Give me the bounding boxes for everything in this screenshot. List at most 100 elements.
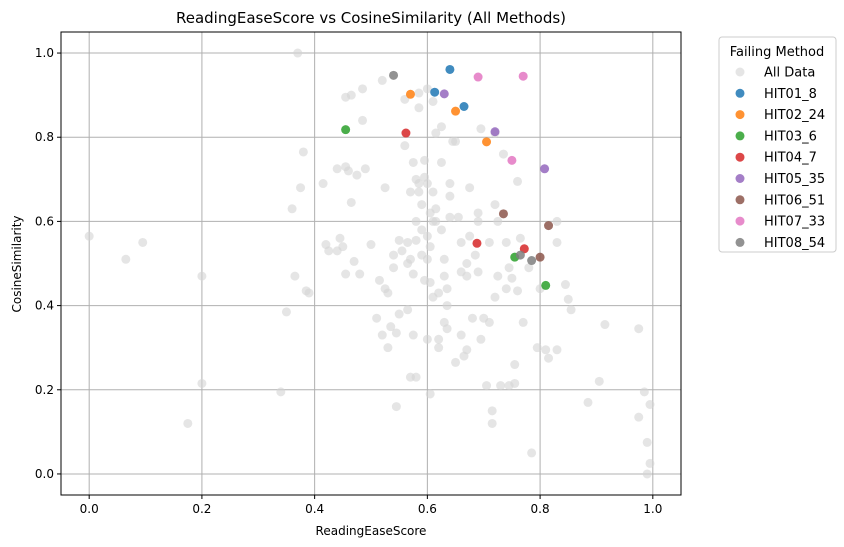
data-point-hit08-54	[515, 250, 525, 260]
data-point-hit08-54	[389, 70, 399, 80]
data-point-hit02-24	[482, 137, 492, 147]
data-point-all-data	[355, 269, 365, 279]
data-point-all-data	[442, 284, 452, 294]
data-point-all-data	[544, 353, 554, 363]
data-point-all-data	[374, 275, 384, 285]
data-point-all-data	[510, 360, 520, 370]
x-tick-label: 0.8	[531, 502, 550, 516]
data-point-all-data	[445, 179, 455, 189]
data-point-all-data	[487, 418, 497, 428]
data-point-all-data	[383, 343, 393, 353]
legend-marker	[735, 174, 745, 183]
data-point-all-data	[422, 231, 432, 241]
legend-marker	[735, 67, 745, 77]
y-tick-label: 0.4	[35, 299, 54, 313]
data-point-all-data	[645, 400, 655, 410]
data-point-all-data	[436, 122, 446, 132]
data-point-hit02-24	[451, 106, 461, 116]
data-point-all-data	[473, 208, 483, 218]
data-point-all-data	[639, 387, 649, 397]
data-point-hit06-51	[544, 221, 554, 231]
legend-entry-label: HIT04_7	[764, 151, 817, 166]
x-tick-label: 0.2	[192, 502, 211, 516]
data-point-all-data	[338, 242, 348, 252]
data-point-all-data	[414, 88, 424, 98]
data-point-all-data	[436, 225, 446, 235]
data-point-all-data	[400, 141, 410, 151]
legend-marker	[735, 237, 745, 247]
legend-entry-label: HIT01_8	[764, 87, 817, 102]
data-point-all-data	[290, 271, 300, 281]
data-point-all-data	[346, 197, 356, 207]
data-point-all-data	[642, 469, 652, 479]
data-point-all-data	[276, 387, 286, 397]
data-point-all-data	[197, 378, 207, 388]
data-point-all-data	[490, 200, 500, 210]
data-point-all-data	[507, 273, 517, 283]
data-point-all-data	[487, 406, 497, 416]
data-point-all-data	[197, 271, 207, 281]
x-axis-label: ReadingEaseScore	[316, 524, 427, 538]
data-point-hit01-8	[445, 64, 455, 74]
data-point-all-data	[439, 254, 449, 264]
data-point-all-data	[405, 187, 415, 197]
data-point-all-data	[349, 256, 359, 266]
data-point-hit05-35	[439, 89, 449, 99]
data-point-hit02-24	[405, 89, 415, 99]
data-point-all-data	[425, 277, 435, 287]
data-point-all-data	[451, 136, 461, 146]
chart-title: ReadingEaseScore vs CosineSimilarity (Al…	[176, 9, 566, 27]
data-point-all-data	[465, 183, 475, 193]
data-point-all-data	[335, 233, 345, 243]
data-point-all-data	[552, 216, 562, 226]
data-point-all-data	[422, 84, 432, 94]
data-point-hit06-51	[535, 252, 545, 262]
data-point-hit04-7	[472, 238, 482, 248]
legend-marker	[735, 195, 745, 205]
data-point-all-data	[377, 75, 387, 85]
legend-marker	[735, 152, 745, 162]
data-point-all-data	[391, 402, 401, 412]
data-point-all-data	[380, 183, 390, 193]
data-point-all-data	[513, 286, 523, 296]
data-point-all-data	[493, 271, 503, 281]
data-point-all-data	[532, 343, 542, 353]
data-point-all-data	[417, 225, 427, 235]
data-point-all-data	[462, 271, 472, 281]
data-point-all-data	[394, 235, 404, 245]
data-point-all-data	[642, 437, 652, 447]
data-point-all-data	[428, 187, 438, 197]
axis-ticks: 0.0 0.2 0.4 0.6 0.8 1.0 0.0 0.2 0.4 0.6 0.8 1.0	[35, 46, 662, 516]
data-point-all-data	[518, 317, 528, 327]
data-point-all-data	[411, 372, 421, 382]
data-point-all-data	[405, 254, 415, 264]
data-points	[84, 48, 655, 479]
data-point-all-data	[298, 147, 308, 157]
data-point-all-data	[422, 179, 432, 189]
legend-entry-label: All Data	[764, 66, 815, 81]
grid	[61, 32, 681, 495]
legend-title: Failing Method	[730, 45, 824, 60]
data-point-all-data	[389, 250, 399, 260]
data-point-hit07-33	[473, 72, 483, 82]
data-point-all-data	[360, 164, 370, 174]
data-point-all-data	[414, 103, 424, 113]
x-tick-label: 1.0	[643, 502, 662, 516]
data-point-all-data	[513, 176, 523, 186]
x-tick-label: 0.6	[418, 502, 437, 516]
data-point-all-data	[431, 204, 441, 214]
data-point-all-data	[408, 269, 418, 279]
data-point-all-data	[386, 322, 396, 332]
data-point-all-data	[121, 254, 131, 264]
data-point-all-data	[524, 263, 534, 273]
y-tick-label: 0.2	[35, 383, 54, 397]
data-point-all-data	[552, 237, 562, 247]
data-point-all-data	[293, 48, 303, 58]
data-point-all-data	[391, 328, 401, 338]
data-point-all-data	[451, 357, 461, 367]
data-point-all-data	[434, 343, 444, 353]
data-point-all-data	[541, 345, 551, 355]
data-point-all-data	[403, 305, 413, 315]
data-point-all-data	[563, 294, 573, 304]
